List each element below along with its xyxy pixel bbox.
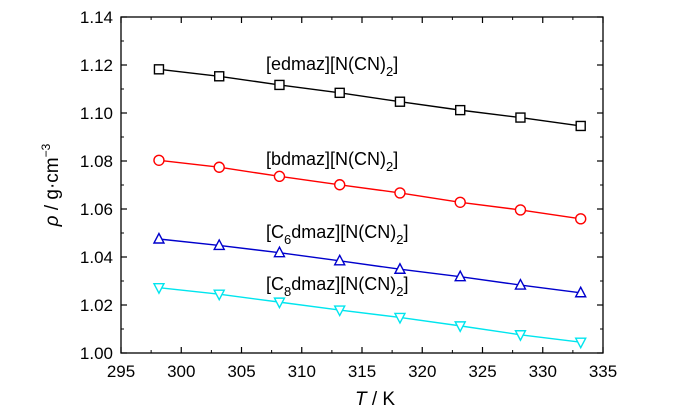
series-line <box>158 287 581 343</box>
data-point <box>454 196 466 208</box>
x-tick-label: 335 <box>589 362 617 381</box>
data-point <box>454 321 467 333</box>
series-label-1: [edmaz][N(CN)2] <box>266 54 398 79</box>
x-axis-title: T / K <box>355 389 395 410</box>
data-point <box>514 204 527 216</box>
data-point <box>455 104 466 116</box>
y-tick-label: 1.14 <box>80 8 113 27</box>
data-point <box>273 245 286 258</box>
y-tick-label: 1.12 <box>80 56 113 75</box>
series-3 <box>152 231 587 298</box>
x-tick-label: 330 <box>529 362 557 381</box>
x-tick-label: 310 <box>288 362 316 381</box>
data-point <box>333 305 346 318</box>
y-axis-title: ρ / g·cm−3 <box>39 143 63 227</box>
y-tick-label: 1.08 <box>80 152 113 171</box>
series-label-3: [C6dmaz][N(CN)2] <box>266 222 409 247</box>
x-tick-label: 315 <box>348 362 376 381</box>
data-point <box>213 289 226 302</box>
data-point <box>575 120 586 132</box>
data-point <box>393 262 407 274</box>
data-point <box>514 278 527 290</box>
data-point <box>273 170 286 183</box>
y-tick-label: 1.10 <box>80 104 113 123</box>
series-1 <box>153 64 586 132</box>
data-point <box>574 285 587 298</box>
y-tick-label: 1.02 <box>80 296 113 315</box>
data-point <box>333 253 346 266</box>
y-tick-label: 1.04 <box>80 248 113 267</box>
data-point <box>213 238 226 251</box>
data-point <box>152 283 166 295</box>
series-label-2: [bdmaz][N(CN)2] <box>266 149 398 174</box>
data-point <box>334 87 345 99</box>
y-axis: 1.00 1.02 1.04 1.06 1.08 1.10 1.12 1.14 <box>80 8 603 363</box>
x-axis: 295 300 305 310 315 320 325 330 335 <box>107 17 617 381</box>
data-point <box>575 213 587 225</box>
data-point <box>394 187 406 199</box>
series-line <box>158 159 581 220</box>
data-point <box>393 312 407 325</box>
series-labels: [edmaz][N(CN)2] [bdmaz][N(CN)2] [C6dmaz][N… <box>266 54 409 299</box>
data-point <box>214 71 225 82</box>
data-point <box>153 154 165 166</box>
x-tick-label: 325 <box>468 362 496 381</box>
y-tick-label: 1.00 <box>80 344 113 363</box>
x-tick-label: 320 <box>408 362 436 381</box>
x-tick-label: 305 <box>227 362 255 381</box>
data-point <box>394 96 406 107</box>
series-line <box>158 238 581 294</box>
x-tick-label: 300 <box>167 362 195 381</box>
data-point <box>153 64 165 75</box>
data-point <box>514 330 527 342</box>
series-4 <box>152 283 587 350</box>
data-point <box>574 337 587 350</box>
data-point <box>334 179 346 191</box>
data-point <box>274 79 285 91</box>
data-point <box>152 231 166 244</box>
series-2 <box>153 154 587 225</box>
data-point <box>515 112 526 123</box>
data-point <box>273 297 286 310</box>
x-tick-label: 295 <box>107 362 135 381</box>
series-line <box>158 68 581 127</box>
data-point <box>454 269 467 282</box>
series-layer <box>152 64 587 350</box>
data-point <box>213 161 225 173</box>
y-tick-label: 1.06 <box>80 200 113 219</box>
series-label-4: [C8dmaz][N(CN)2] <box>266 274 409 299</box>
